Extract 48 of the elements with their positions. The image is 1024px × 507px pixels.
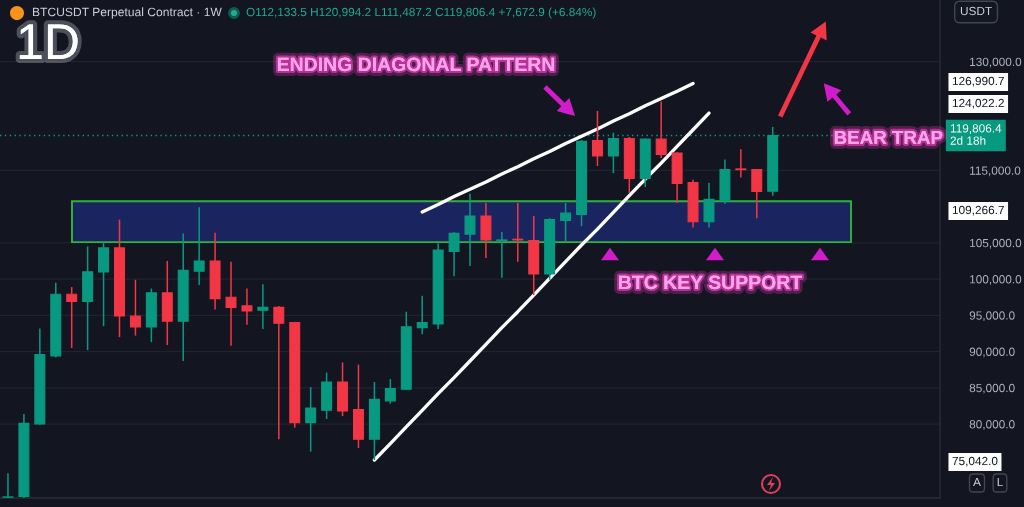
y-tick-label: 95,000.0 — [969, 311, 1015, 322]
candlestick — [98, 240, 110, 327]
candlestick — [496, 231, 508, 279]
text: 124,022.2 — [952, 98, 1004, 109]
text: 109,266.7 — [952, 205, 1004, 216]
annotation: BEAR TRAP — [834, 130, 943, 144]
annotation: ENDING DIAGONAL PATTERN — [277, 57, 555, 72]
y-tick-label: 100,000.0 — [970, 275, 1022, 285]
candlestick — [448, 231, 460, 277]
text: BTCUSDT Perpetual Contract · 1W — [32, 7, 222, 19]
text: 75,042.0 — [952, 456, 998, 467]
ref-line-label: 119,806.4 2d 18h — [950, 124, 1002, 145]
text: USDT — [960, 6, 992, 16]
candlestick — [480, 202, 492, 259]
annotation: BTC KEY SUPPORT — [619, 275, 802, 290]
text: O112,133.5 H120,994.2 L111,487.2 C119,806.4 +7,672.9 (+6.84%) — [246, 7, 596, 19]
candlestick — [703, 181, 715, 229]
candlestick — [735, 148, 747, 179]
y-tick-label: 115,000.0 — [970, 166, 1021, 177]
y-tick-label: 90,000.0 — [969, 347, 1015, 358]
y-tick-label: 85,000.0 — [969, 383, 1015, 394]
candlestick — [129, 279, 141, 337]
candlestick — [2, 472, 14, 498]
candlestick — [751, 168, 763, 219]
candlestick — [305, 386, 317, 453]
candlestick — [591, 110, 603, 167]
text: 126,990.7 — [952, 76, 1004, 87]
y-tick-label: 105,000.0 — [970, 238, 1022, 249]
candlestick — [273, 305, 285, 441]
text: L — [997, 477, 1003, 487]
candlestick — [655, 100, 667, 159]
candlestick — [257, 283, 269, 330]
annotation: 1D — [19, 24, 78, 59]
candlestick — [66, 286, 78, 349]
y-tick-label: 80,000.0 — [969, 420, 1015, 430]
candlestick — [560, 202, 572, 243]
candlestick — [384, 378, 396, 405]
candlestick — [193, 206, 205, 286]
candlestick — [225, 260, 237, 347]
line-series — [372, 111, 711, 462]
candlestick — [607, 131, 619, 175]
candlestick — [416, 294, 428, 335]
text: A — [973, 477, 981, 487]
line-series — [420, 81, 695, 214]
candlestick — [512, 202, 524, 263]
y-tick-label: 130,000.0 — [970, 57, 1022, 68]
candlestick — [464, 192, 476, 267]
candlestick — [241, 287, 253, 326]
